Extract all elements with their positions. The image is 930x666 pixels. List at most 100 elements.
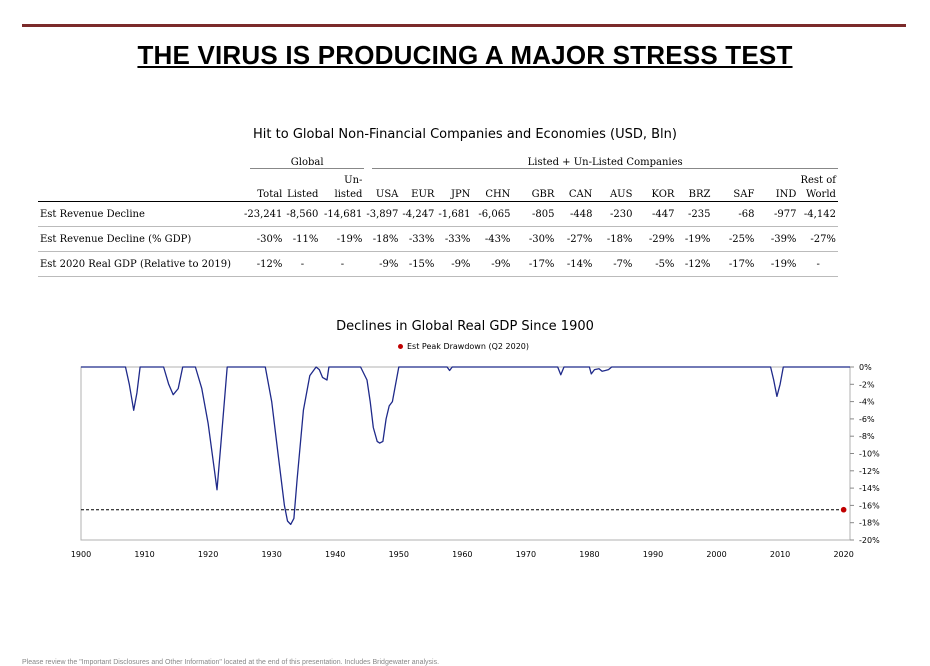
header-top-cell (364, 173, 400, 187)
table-cell: -43% (472, 226, 513, 252)
column-header: Listed (284, 187, 321, 202)
header-top-cell (676, 173, 712, 187)
table-cell: -19% (320, 226, 365, 252)
x-tick-label: 1940 (325, 550, 345, 559)
column-header: GBR (512, 187, 557, 202)
column-header: USA (364, 187, 401, 202)
table-cell: -4,247 (400, 201, 437, 227)
header-top-cell (634, 173, 676, 187)
y-tick-label: -8% (859, 432, 875, 441)
table-cell: -1,681 (436, 201, 473, 227)
header-top-cell (38, 173, 242, 187)
row-label: Est Revenue Decline (38, 201, 242, 227)
table-cell: -30% (512, 226, 557, 252)
table-cell: -30% (242, 226, 285, 252)
header-top-cell (284, 173, 320, 187)
table-cell: -447 (634, 201, 677, 227)
table-title: Hit to Global Non-Financial Companies an… (253, 127, 677, 142)
x-tick-label: 2000 (706, 550, 726, 559)
x-tick-label: 2010 (770, 550, 790, 559)
table-cell: -7% (594, 251, 635, 277)
table-cell: -9% (436, 251, 473, 277)
table-cell: -977 (756, 201, 799, 227)
column-header: JPN (436, 187, 473, 202)
table-cell: -6,065 (472, 201, 513, 227)
column-header: BRZ (676, 187, 713, 202)
table-cell: -9% (472, 251, 513, 277)
table-cell: -19% (756, 251, 799, 277)
header-top-cell (472, 173, 512, 187)
x-tick-label: 2020 (833, 550, 853, 559)
gdp-decline-chart: 0% -2% -4% -6% -8% -10% -12% -14% -16% -18% -20% 19… (71, 363, 880, 559)
table-cell: -9% (364, 251, 401, 277)
table-cell: -68 (712, 201, 757, 227)
table-body: Est Revenue Decline -23,241 -8,560 -14,681-… (38, 201, 838, 277)
table-row: Est 2020 Real GDP (Relative to 2019) -12%… (38, 251, 838, 277)
x-tick-label: 1970 (516, 550, 536, 559)
table-cell: -33% (400, 226, 437, 252)
table-cell: - (798, 251, 838, 277)
table-cell: -12% (676, 251, 713, 277)
column-header: SAF (712, 187, 757, 202)
legend-label: Est Peak Drawdown (Q2 2020) (407, 342, 529, 351)
x-tick-label: 1900 (71, 550, 91, 559)
table-cell: -17% (712, 251, 757, 277)
revenue-table: Global Listed + Un-Listed Companies Un- R… (38, 154, 838, 277)
header-top-cell (512, 173, 556, 187)
header-top-cell (556, 173, 594, 187)
x-tick-label: 1980 (579, 550, 599, 559)
table-row: Est Revenue Decline (% GDP) -30% -11% -19% -… (38, 226, 838, 252)
header-top-cell (400, 173, 436, 187)
y-tick-label: 0% (859, 363, 872, 372)
plot-frame (80, 366, 851, 541)
table-cell: -15% (400, 251, 437, 277)
x-tick-label: 1960 (452, 550, 472, 559)
header-top-cell (712, 173, 756, 187)
table-header-top-row: Un- Rest of (38, 173, 838, 187)
table-cell: -18% (594, 226, 635, 252)
table-cell: -4,142 (798, 201, 838, 227)
row-label: Est Revenue Decline (% GDP) (38, 226, 242, 252)
table-cell: -11% (284, 226, 321, 252)
table-cell: -448 (556, 201, 595, 227)
table-cell: -18% (364, 226, 401, 252)
column-header: KOR (634, 187, 677, 202)
x-tick-label: 1950 (389, 550, 409, 559)
table-cell: -17% (512, 251, 557, 277)
table-header-row: Total Listed listed USA EUR JPN CHN GBR CAN AUS KO… (38, 187, 838, 202)
row-label: Est 2020 Real GDP (Relative to 2019) (38, 251, 242, 277)
table-cell: -25% (712, 226, 757, 252)
y-tick-label: -20% (859, 536, 880, 545)
chart-legend: Est Peak Drawdown (Q2 2020) (398, 342, 529, 351)
chart-title: Declines in Global Real GDP Since 1900 (336, 319, 594, 334)
column-header: World (798, 187, 838, 202)
header-top-cell (756, 173, 798, 187)
table-cell: -27% (556, 226, 595, 252)
peak-drawdown-point (840, 506, 847, 513)
x-tick-label: 1930 (261, 550, 281, 559)
table-cell: -805 (512, 201, 557, 227)
column-header: AUS (594, 187, 635, 202)
table-cell: - (320, 251, 365, 277)
y-tick-label: -12% (859, 467, 880, 476)
group-global-label: Global (250, 157, 365, 169)
column-header: CAN (556, 187, 595, 202)
table-cell: -39% (756, 226, 799, 252)
legend-marker (398, 344, 403, 349)
y-tick-label: -10% (859, 450, 880, 459)
header-top-cell (242, 173, 284, 187)
table-cell: -27% (798, 226, 838, 252)
column-header: EUR (400, 187, 437, 202)
column-header: CHN (472, 187, 513, 202)
column-header: Total (242, 187, 285, 202)
table-cell: -3,897 (364, 201, 401, 227)
top-divider (22, 24, 906, 27)
table-group-row: Global Listed + Un-Listed Companies (38, 154, 838, 173)
table-cell: -230 (594, 201, 635, 227)
y-tick-label: -16% (859, 501, 880, 510)
y-tick-label: -2% (859, 380, 875, 389)
footer-disclaimer: Please review the "Important Disclosures… (22, 659, 440, 666)
column-header: IND (756, 187, 799, 202)
x-tick-label: 1910 (134, 550, 154, 559)
table-cell: -235 (676, 201, 713, 227)
